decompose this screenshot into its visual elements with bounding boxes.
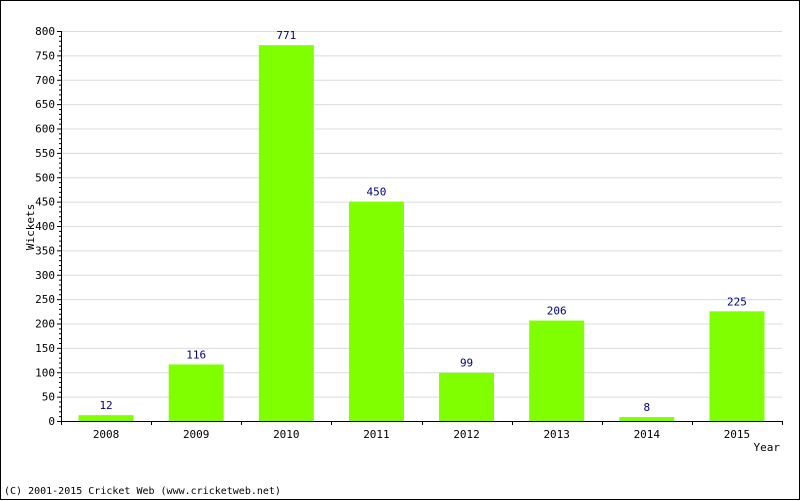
x-tick-label: 2009	[183, 428, 210, 441]
bar-2013	[529, 320, 585, 421]
bar-2011	[348, 201, 404, 421]
y-tick-label: 150	[35, 342, 55, 355]
y-tick-label: 500	[35, 171, 55, 184]
y-tick-label: 350	[35, 244, 55, 257]
y-axis-title: Wickets	[24, 204, 37, 250]
x-tick-label: 2013	[543, 428, 570, 441]
y-tick-label: 250	[35, 293, 55, 306]
data-label-2009: 116	[186, 348, 206, 361]
x-tick-label: 2012	[453, 428, 480, 441]
data-labels: 12 116 771 450 99 206 8 225	[99, 29, 746, 414]
data-label-2011: 450	[367, 186, 387, 199]
y-tick-label: 700	[35, 74, 55, 87]
y-tick-label: 750	[35, 49, 55, 62]
grid-lines	[61, 31, 782, 398]
x-axis-title: Year	[754, 441, 781, 454]
bar-2012	[439, 372, 495, 421]
bars	[78, 45, 765, 421]
bar-2014	[619, 417, 675, 421]
copyright-notice: (C) 2001-2015 Cricket Web (www.cricketwe…	[4, 486, 281, 497]
data-label-2008: 12	[99, 399, 112, 412]
x-tick-label: 2008	[93, 428, 120, 441]
y-tick-label: 550	[35, 147, 55, 160]
bar-2015	[709, 311, 765, 421]
x-tick-label: 2015	[724, 428, 751, 441]
bar-2010	[258, 45, 314, 421]
y-tick-label: 100	[35, 366, 55, 379]
y-tick-label: 0	[48, 415, 55, 428]
y-tick-label: 50	[42, 391, 55, 404]
data-label-2013: 206	[547, 305, 567, 318]
data-label-2015: 225	[727, 295, 747, 308]
axes: 0 50 100 150 200 250 300 350 400 450 500 550 600 650 7…	[35, 25, 783, 441]
bar-2008	[78, 415, 134, 421]
y-tick-label: 800	[35, 25, 55, 38]
data-label-2014: 8	[644, 401, 651, 414]
y-tick-label: 600	[35, 123, 55, 136]
x-tick-label: 2010	[273, 428, 300, 441]
y-tick-label: 300	[35, 269, 55, 282]
data-label-2012: 99	[460, 357, 473, 370]
y-tick-label: 200	[35, 318, 55, 331]
x-tick-label: 2014	[634, 428, 661, 441]
y-tick-label: 450	[35, 196, 55, 209]
bar-2009	[168, 364, 224, 421]
y-tick-label: 400	[35, 220, 55, 233]
y-tick-label: 650	[35, 98, 55, 111]
x-tick-label: 2011	[363, 428, 390, 441]
data-label-2010: 771	[276, 29, 296, 42]
